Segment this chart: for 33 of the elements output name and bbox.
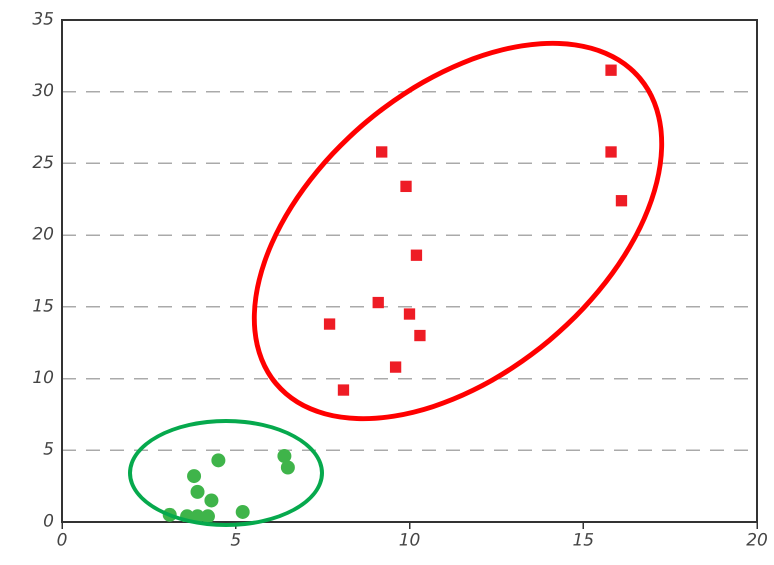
point <box>372 296 384 308</box>
point <box>200 509 215 522</box>
y-tick-label: 20 <box>32 224 54 245</box>
y-tick-label: 10 <box>32 368 54 388</box>
x-tick-label: 5 <box>230 530 242 551</box>
x-tick-label: 10 <box>398 530 420 551</box>
point <box>616 195 628 206</box>
y-tick-label: 15 <box>32 296 54 316</box>
y-tick-label: 0 <box>43 511 54 532</box>
y-tick-label: 35 <box>32 9 54 30</box>
point <box>190 484 205 499</box>
point <box>400 180 412 192</box>
point <box>410 250 422 261</box>
point <box>390 361 402 373</box>
point <box>280 460 295 474</box>
point <box>605 146 617 158</box>
point <box>211 453 226 468</box>
point <box>338 384 350 396</box>
point <box>605 64 617 76</box>
point <box>187 469 202 484</box>
point <box>236 504 250 519</box>
x-tick-label: 20 <box>746 530 768 551</box>
x-tick-label: 15 <box>572 530 594 551</box>
y-tick-label: 25 <box>32 152 54 173</box>
point <box>414 330 426 342</box>
x-tick-label: 0 <box>56 530 68 551</box>
point <box>376 146 388 158</box>
y-tick-label: 30 <box>32 81 54 102</box>
point <box>324 318 336 330</box>
point <box>204 493 218 508</box>
y-tick-label: 5 <box>43 440 54 460</box>
point <box>277 449 292 464</box>
point <box>404 308 416 320</box>
